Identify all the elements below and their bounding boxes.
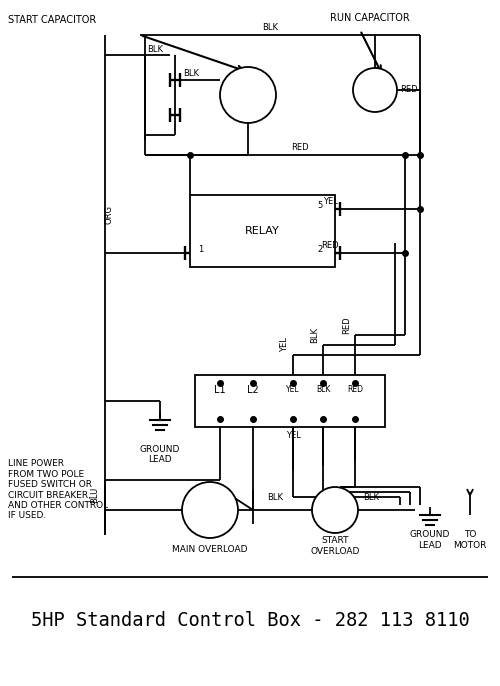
Text: BLK: BLK: [267, 493, 283, 503]
Circle shape: [182, 482, 238, 538]
Text: 5HP Standard Control Box - 282 113 8110: 5HP Standard Control Box - 282 113 8110: [30, 611, 469, 630]
Text: BLU: BLU: [90, 487, 100, 503]
Text: BLK: BLK: [147, 45, 163, 54]
Text: RED: RED: [347, 385, 363, 394]
Text: L2: L2: [247, 385, 259, 394]
Text: TO
MOTOR: TO MOTOR: [454, 530, 486, 549]
Text: L1: L1: [214, 385, 226, 394]
Text: GROUND
LEAD: GROUND LEAD: [410, 530, 450, 549]
Text: BLK: BLK: [183, 69, 199, 78]
Text: YEL: YEL: [286, 431, 300, 440]
Text: RED: RED: [321, 241, 339, 250]
Circle shape: [353, 68, 397, 112]
Text: RELAY: RELAY: [245, 226, 280, 236]
Text: YEL: YEL: [286, 385, 300, 394]
Text: BLK: BLK: [316, 385, 330, 394]
Circle shape: [312, 487, 358, 533]
Circle shape: [220, 67, 276, 123]
Text: BLK: BLK: [310, 327, 320, 343]
Text: RED: RED: [342, 316, 351, 334]
Text: MAIN OVERLOAD: MAIN OVERLOAD: [172, 545, 248, 554]
Text: LINE POWER
FROM TWO POLE
FUSED SWITCH OR
CIRCUIT BREAKER,
AND OTHER CONTROL
IF U: LINE POWER FROM TWO POLE FUSED SWITCH OR…: [8, 460, 108, 521]
Text: GROUND
LEAD: GROUND LEAD: [140, 445, 180, 464]
Text: BLK: BLK: [363, 493, 379, 503]
Text: START CAPACITOR: START CAPACITOR: [8, 15, 96, 25]
Text: RED: RED: [291, 143, 309, 152]
Text: START
OVERLOAD: START OVERLOAD: [310, 536, 360, 556]
Text: YEL: YEL: [280, 338, 289, 353]
Text: ORG: ORG: [104, 206, 114, 224]
Text: 5: 5: [317, 202, 322, 211]
Text: BLK: BLK: [262, 23, 278, 32]
Text: RUN CAPACITOR: RUN CAPACITOR: [330, 13, 410, 23]
Text: YEL: YEL: [322, 196, 338, 206]
Text: RED: RED: [400, 86, 417, 95]
Bar: [195, 375, 385, 427]
Text: 1: 1: [198, 246, 203, 255]
Text: 2: 2: [317, 246, 322, 255]
Bar: [190, 195, 335, 267]
